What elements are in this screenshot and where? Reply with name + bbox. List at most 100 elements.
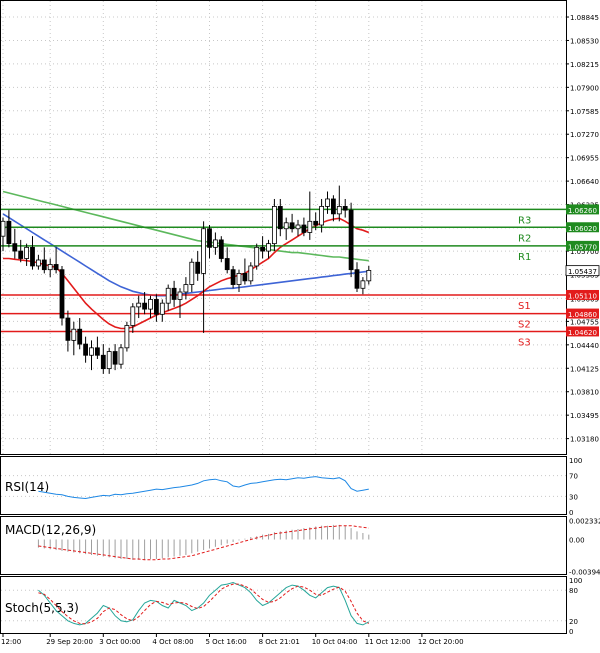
candle [71, 321, 77, 356]
candle [30, 236, 35, 270]
time-tick-label: 4 Oct 08:00 [152, 638, 193, 646]
candle-body-up [254, 246, 260, 267]
candle-body-up [177, 291, 183, 300]
candle-body-down [354, 269, 360, 289]
level-labels: R3 1.06260 R2 1.06020 R1 1.05770 S1 1.05110 S2 1.… [518, 204, 599, 348]
candle [36, 254, 41, 270]
current-price-label: 1.05437 [568, 268, 597, 276]
candle [301, 217, 307, 237]
candles [0, 185, 372, 374]
current-price-box [565, 265, 600, 277]
candle-body-up [136, 302, 142, 308]
candle [165, 284, 171, 311]
candle [283, 217, 289, 240]
candle-body-up [307, 220, 313, 233]
candle-body-down [301, 224, 307, 233]
candle [112, 344, 118, 371]
time-tick-label: 10 Oct 04:00 [312, 638, 358, 646]
candle [289, 213, 295, 233]
candle [171, 280, 177, 307]
price-tick-label: 1.04440 [570, 342, 599, 350]
candle [65, 310, 71, 352]
candle-body-up [248, 265, 254, 282]
time-tick-label: 29 Sep 20:00 [46, 638, 93, 646]
candle [354, 262, 360, 292]
candle-body-down [260, 246, 266, 252]
candle [336, 185, 342, 222]
candle [136, 295, 142, 319]
candle [153, 294, 159, 322]
candle [218, 236, 224, 263]
candle-body-up [0, 220, 6, 237]
candle-body-up [148, 299, 153, 310]
candle [271, 198, 277, 252]
candle [130, 303, 136, 333]
candle [212, 232, 218, 255]
moving-averages [2, 190, 370, 330]
level-price-label: 1.05110 [568, 292, 597, 300]
candle [224, 247, 230, 274]
candle-body-up [124, 325, 130, 349]
stoch-pane-frame [0, 576, 567, 634]
candle [95, 336, 100, 359]
candle-body-down [313, 220, 319, 226]
candle-body-up [366, 270, 372, 282]
stoch-tick-label: 20 [569, 618, 578, 626]
stoch-tick-label: 100 [569, 577, 582, 585]
candle-body-up [71, 328, 77, 341]
candle [18, 239, 24, 263]
rsi-line [38, 476, 369, 500]
price-tick-label: 1.08530 [570, 37, 599, 45]
level-name-r1: R1 [518, 252, 531, 263]
macd-tick-label: 0.00 [569, 537, 585, 545]
candle-body-down [242, 272, 248, 282]
level-name-r2: R2 [518, 233, 531, 244]
candle [366, 265, 372, 285]
candle-body-up [336, 206, 342, 215]
candle-body-up [360, 280, 366, 289]
candle-body-down [65, 317, 71, 341]
candle-body-up [325, 198, 330, 207]
candle-body-down [18, 250, 24, 259]
rsi-title: RSI(14) [5, 480, 49, 494]
level-price-box [566, 204, 599, 215]
macd-pane: MACD(12,26,9) 0.002332 0.00 -0.003949 [5, 518, 600, 577]
candle [59, 265, 65, 326]
candle [142, 292, 148, 315]
candle-body-up [201, 228, 207, 274]
candle [277, 198, 283, 237]
candle-body-up [183, 284, 189, 293]
rsi-tick-label: 0 [569, 509, 573, 517]
price-tick-label: 1.07900 [570, 84, 599, 92]
moving-average-line [3, 217, 370, 330]
time-tick-label: 12:00 [1, 638, 21, 646]
macd-title: MACD(12,26,9) [5, 523, 96, 537]
candle [207, 225, 212, 259]
candle-body-down [153, 299, 159, 315]
candle [295, 219, 301, 237]
price-tick-label: 1.06955 [570, 155, 599, 163]
candle-body-down [330, 198, 336, 215]
price-tick-label: 1.05700 [570, 248, 599, 256]
candle [124, 321, 130, 352]
candle [177, 288, 183, 319]
level-name-s2: S2 [518, 320, 531, 331]
candle-body-down [207, 228, 212, 248]
candle [106, 347, 112, 374]
candle-body-down [230, 269, 236, 285]
rsi-tick-label: 30 [569, 493, 578, 501]
level-price-label: 1.05770 [568, 243, 597, 251]
candle [313, 212, 319, 231]
candle [24, 243, 30, 266]
candle-body-up [159, 302, 165, 315]
candle [230, 265, 236, 289]
candle [100, 344, 106, 374]
stoch-title: Stoch(5,5,3) [5, 601, 79, 615]
candle-body-up [319, 206, 325, 226]
candle [201, 221, 207, 333]
level-price-box [566, 326, 599, 337]
candle [189, 258, 195, 292]
candle-body-down [195, 261, 201, 274]
candle [195, 251, 201, 281]
